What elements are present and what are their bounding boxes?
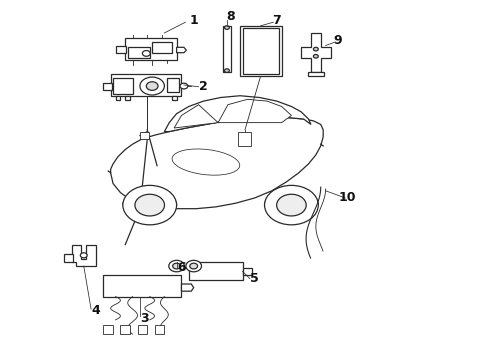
Polygon shape [167,78,179,92]
Text: 4: 4 [92,305,100,318]
Polygon shape [152,42,171,53]
Text: 8: 8 [226,10,235,23]
Circle shape [135,194,165,216]
Bar [121,325,130,334]
Text: 5: 5 [250,272,259,285]
Polygon shape [164,96,311,132]
Polygon shape [116,45,126,53]
Polygon shape [223,26,231,72]
Bar [238,132,251,146]
Circle shape [224,69,229,72]
Circle shape [172,263,180,269]
Text: 9: 9 [334,33,342,47]
Circle shape [169,260,184,272]
Polygon shape [64,253,73,262]
Polygon shape [113,78,133,94]
Polygon shape [218,99,292,123]
Circle shape [314,54,318,58]
Polygon shape [243,268,252,275]
Polygon shape [176,47,186,53]
Text: 6: 6 [177,261,186,274]
Text: 1: 1 [189,14,198,27]
Circle shape [80,253,87,258]
Circle shape [277,194,306,216]
Text: 10: 10 [339,192,356,204]
Circle shape [143,50,150,56]
Circle shape [186,260,201,272]
Polygon shape [243,28,279,74]
Polygon shape [125,96,130,100]
Polygon shape [103,83,112,90]
Circle shape [314,47,318,51]
Polygon shape [111,74,181,96]
Text: 3: 3 [141,311,149,325]
Bar [140,132,149,139]
Text: 7: 7 [272,14,281,27]
Circle shape [224,26,229,30]
Circle shape [190,263,197,269]
Polygon shape [72,244,96,266]
Polygon shape [125,39,176,60]
Circle shape [123,185,176,225]
Text: 2: 2 [199,80,208,93]
Polygon shape [301,33,331,72]
Polygon shape [111,117,323,209]
Polygon shape [128,47,150,58]
Polygon shape [181,284,194,291]
Polygon shape [189,262,243,280]
Polygon shape [174,105,218,128]
Bar [103,325,113,334]
Polygon shape [116,96,121,100]
Polygon shape [103,275,181,297]
Circle shape [265,185,318,225]
Bar [138,325,147,334]
Polygon shape [172,96,176,100]
Circle shape [140,77,164,95]
Polygon shape [308,72,324,76]
Bar [155,325,164,334]
Circle shape [180,83,188,89]
Polygon shape [240,26,282,76]
Circle shape [147,82,158,90]
